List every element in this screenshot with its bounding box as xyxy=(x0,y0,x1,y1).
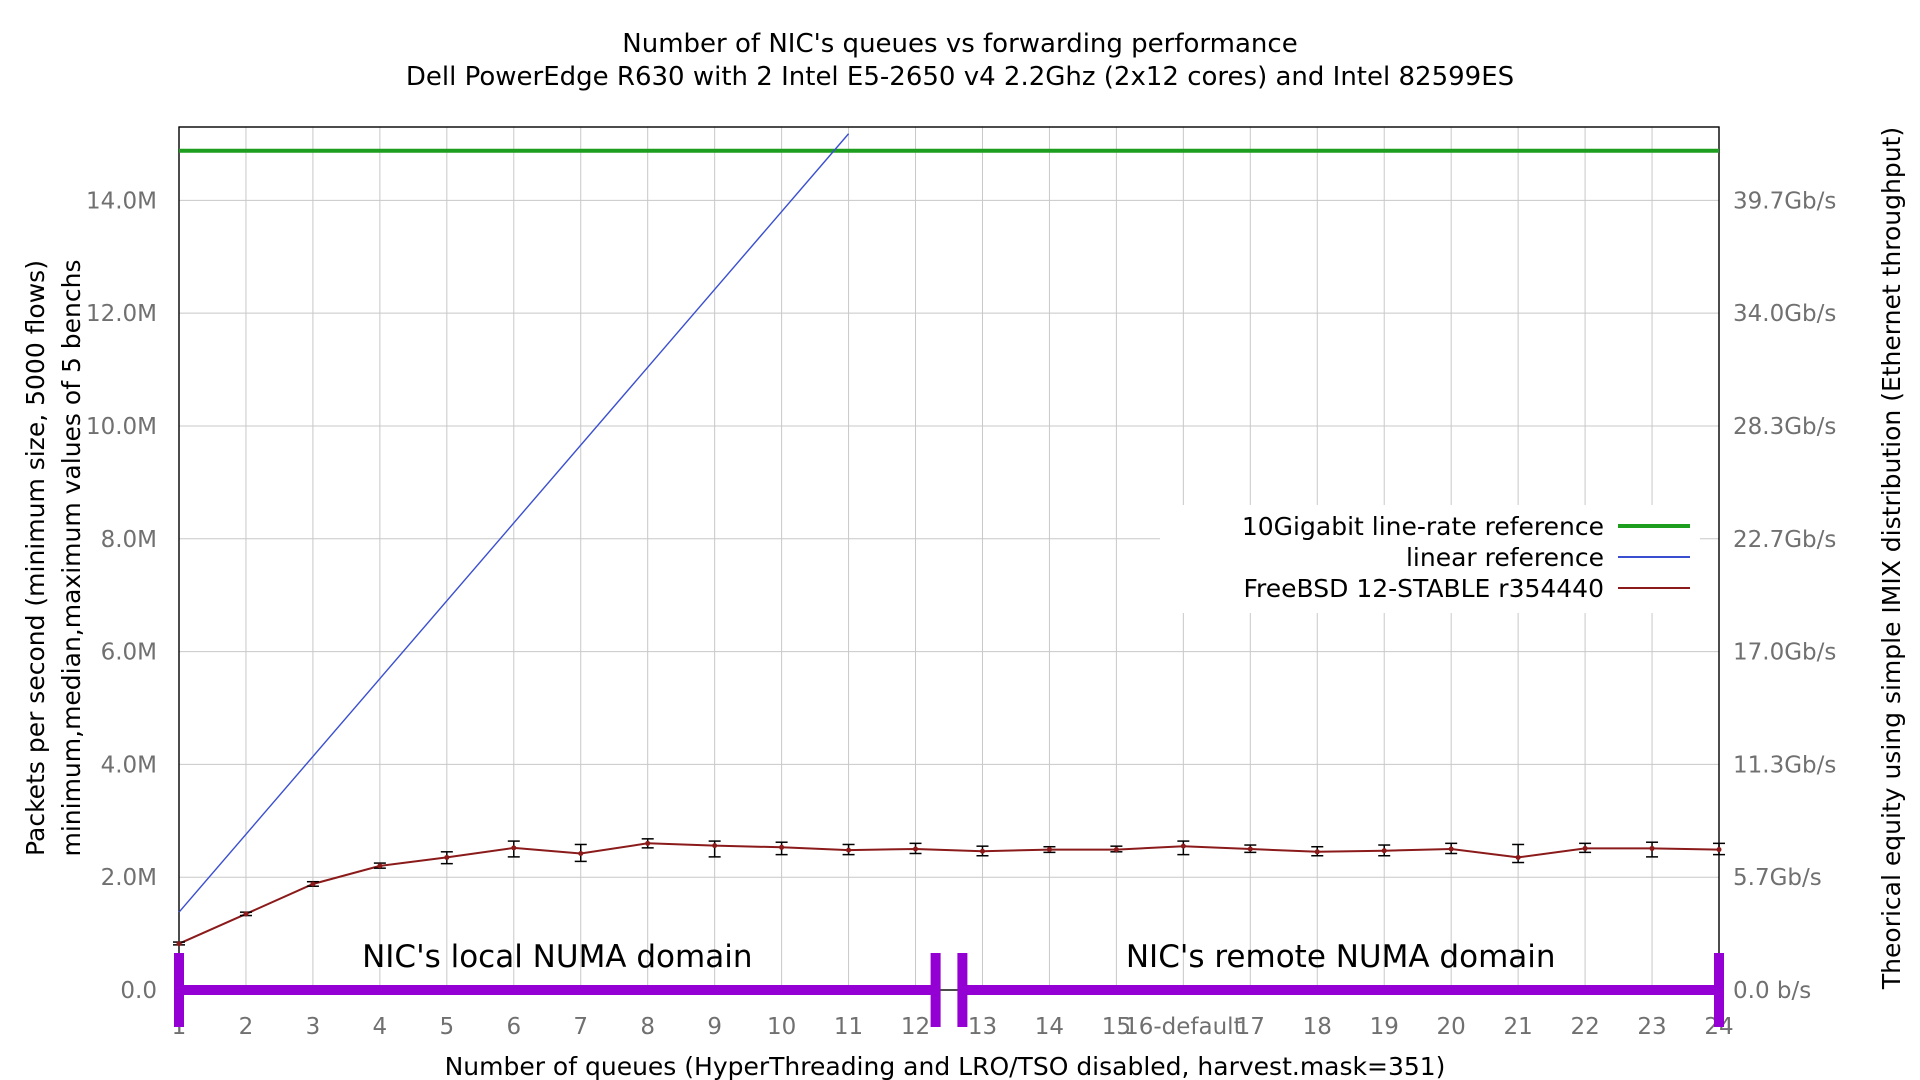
y2-tick-label: 11.3Gb/s xyxy=(1733,752,1836,778)
y-tick-label: 6.0M xyxy=(101,640,157,666)
y-axis-ticks: 0.0 2.0M 4.0M 6.0M 8.0M 10.0M 12.0M 14.0M xyxy=(86,188,157,1004)
data-point xyxy=(444,854,450,860)
legend-entry-label: FreeBSD 12-STABLE r354440 xyxy=(1244,574,1605,603)
x-tick-label: 14 xyxy=(1035,1014,1064,1040)
y2-tick-label: 5.7Gb/s xyxy=(1733,865,1822,891)
x-axis-label: Number of queues (HyperThreading and LRO… xyxy=(445,1052,1446,1080)
x-tick-label: 2 xyxy=(239,1014,254,1040)
y2-axis-ticks: 0.0 b/s 5.7Gb/s 11.3Gb/s 17.0Gb/s 22.7Gb/s 28… xyxy=(1733,188,1836,1004)
legend-entry-label: 10Gigabit line-rate reference xyxy=(1242,512,1604,541)
data-point xyxy=(645,840,651,846)
x-tick-label: 15 xyxy=(1102,1014,1131,1040)
x-tick-label: 16-default xyxy=(1124,1014,1243,1040)
x-tick-label: 12 xyxy=(901,1014,930,1040)
y2-tick-label: 34.0Gb/s xyxy=(1733,301,1836,327)
linear-reference-line xyxy=(178,133,850,913)
data-point xyxy=(1113,847,1119,853)
x-tick-label: 21 xyxy=(1503,1014,1532,1040)
chart-subtitle: Dell PowerEdge R630 with 2 Intel E5-2650… xyxy=(406,62,1514,92)
data-point xyxy=(310,881,316,887)
x-tick-label: 7 xyxy=(573,1014,588,1040)
data-point xyxy=(779,844,785,850)
data-point xyxy=(1314,849,1320,855)
x-tick-label: 6 xyxy=(506,1014,521,1040)
x-tick-label: 23 xyxy=(1637,1014,1666,1040)
freebsd-series-line xyxy=(178,842,1720,945)
data-point xyxy=(1515,854,1521,860)
numa-annotations: NIC's local NUMA domain NIC's remote NUMA… xyxy=(174,939,1724,1027)
y-axis-label: Packets per second (minimum size, 5000 f… xyxy=(21,260,50,856)
data-point xyxy=(1649,845,1655,851)
y-tick-label: 14.0M xyxy=(86,188,157,214)
legend-background xyxy=(1160,505,1700,613)
y2-tick-label: 17.0Gb/s xyxy=(1733,640,1836,666)
x-tick-label: 9 xyxy=(707,1014,722,1040)
x-tick-label: 13 xyxy=(968,1014,997,1040)
data-point xyxy=(1716,847,1722,853)
numa-domain-label: NIC's remote NUMA domain xyxy=(1126,939,1556,975)
y2-tick-label: 0.0 b/s xyxy=(1733,978,1811,1004)
numa-remote-bracket xyxy=(957,953,1724,1027)
y-tick-label: 10.0M xyxy=(86,414,157,440)
y-tick-label: 4.0M xyxy=(101,752,157,778)
y2-tick-label: 22.7Gb/s xyxy=(1733,527,1836,553)
data-point xyxy=(1448,846,1454,852)
y-tick-label: 0.0 xyxy=(120,978,157,1004)
data-point xyxy=(578,850,584,856)
data-point xyxy=(913,846,919,852)
series xyxy=(173,133,1725,947)
x-tick-label: 11 xyxy=(834,1014,863,1040)
data-point xyxy=(1046,847,1052,853)
data-point xyxy=(846,847,852,853)
x-tick-label: 18 xyxy=(1303,1014,1332,1040)
x-tick-label: 20 xyxy=(1437,1014,1466,1040)
numa-domain-label: NIC's local NUMA domain xyxy=(362,939,752,975)
x-tick-label: 3 xyxy=(306,1014,321,1040)
x-tick-label: 4 xyxy=(373,1014,388,1040)
data-point xyxy=(1582,845,1588,851)
data-point xyxy=(511,845,517,851)
x-axis-ticks: 12345678910111213141516-default171819202… xyxy=(172,1014,1734,1040)
y-tick-label: 2.0M xyxy=(101,865,157,891)
x-tick-label: 19 xyxy=(1370,1014,1399,1040)
y-axis-label-secondary: minimum,median,maximum values of 5 bench… xyxy=(57,259,86,856)
data-point xyxy=(1381,848,1387,854)
data-point xyxy=(377,863,383,869)
data-point xyxy=(1247,846,1253,852)
data-point xyxy=(1180,843,1186,849)
x-tick-label: 8 xyxy=(640,1014,655,1040)
numa-local-bracket xyxy=(174,953,941,1027)
legend-entry-label: linear reference xyxy=(1406,543,1604,572)
y-tick-label: 12.0M xyxy=(86,301,157,327)
plot-frame xyxy=(178,126,1720,991)
data-point xyxy=(712,843,718,849)
x-tick-label: 22 xyxy=(1570,1014,1599,1040)
y2-tick-label: 28.3Gb/s xyxy=(1733,414,1836,440)
y2-tick-label: 39.7Gb/s xyxy=(1733,188,1836,214)
x-tick-label: 5 xyxy=(440,1014,455,1040)
chart-title: Number of NIC's queues vs forwarding per… xyxy=(622,29,1297,59)
y-tick-label: 8.0M xyxy=(101,527,157,553)
x-tick-label: 10 xyxy=(767,1014,796,1040)
data-point xyxy=(979,848,985,854)
x-tick-label: 17 xyxy=(1236,1014,1265,1040)
y2-axis-label: Theorical equity using simple IMIX distr… xyxy=(1877,127,1906,990)
data-point xyxy=(243,911,249,917)
data-point xyxy=(176,941,182,947)
